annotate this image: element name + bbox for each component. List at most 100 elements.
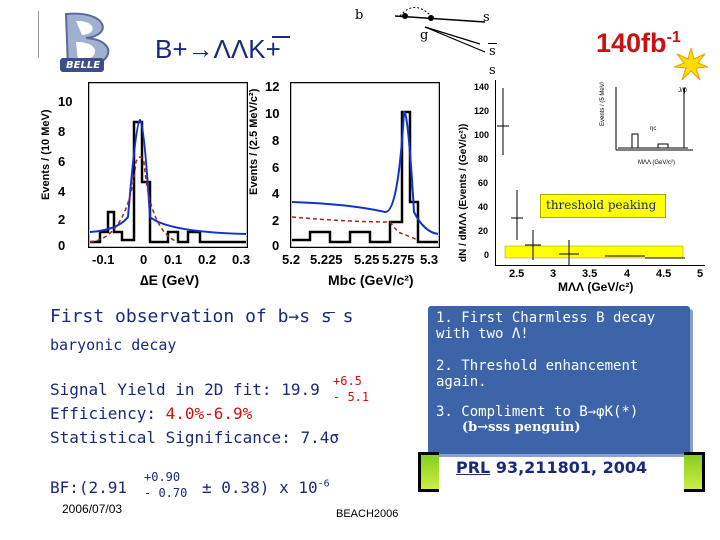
de-ytick: 2 [58, 212, 66, 227]
k-bar [272, 36, 290, 38]
mass-ytick: 120 [474, 106, 490, 116]
de-xtick: -0.1 [92, 252, 115, 267]
quark-s-mid: s [489, 44, 496, 59]
de-xtick: 0.2 [198, 252, 217, 267]
bf-suffix: ± 0.38) x 10-6 [202, 478, 330, 497]
mass-inset: Events / (5 MeV/c²) J/ψ ηc MΛΛ (GeV/c²) [598, 75, 698, 168]
svg-text:J/ψ: J/ψ [678, 88, 687, 94]
feynman-diagram [345, 2, 495, 77]
mbc-xlabel: Mbc (GeV/c²) [328, 272, 414, 288]
yield-down-error: - 5.1 [333, 390, 370, 404]
reference: PRL 93,211801, 2004 [456, 458, 647, 477]
threshold-annotation-box: threshold peaking [540, 194, 666, 218]
de-ylabel: Events / (10 MeV) [40, 109, 52, 200]
mbc-plot-frame [289, 81, 441, 249]
threshold-annotation: threshold peaking [546, 198, 657, 212]
bf-value: ± 0.38) x 10 [202, 478, 318, 497]
mass-ytick: 20 [478, 226, 489, 236]
mbc-xtick: 5.225 [310, 252, 343, 267]
de-xlabel: ∆E (GeV) [140, 272, 200, 288]
significance: Statistical Significance: 7.4σ [50, 428, 339, 447]
quark-b: b [355, 8, 364, 23]
de-ytick: 6 [58, 154, 66, 169]
mass-xtick: 5 [697, 268, 704, 280]
de-xtick: 0.3 [232, 252, 251, 267]
mbc-ylabel: Events / (2.5 MeV/c²) [248, 88, 260, 195]
sbar-1 [327, 312, 335, 313]
bf-exponent: -6 [317, 478, 330, 490]
mass-ytick: 60 [478, 178, 489, 188]
highlight-number: 1. [436, 310, 453, 326]
bracket-right [684, 452, 705, 492]
mbc-ytick: 4 [272, 186, 280, 201]
mbc-xtick: 5.275 [382, 252, 415, 267]
de-ytick: 0 [58, 238, 66, 253]
efficiency-value: 4.0%-6.9% [165, 404, 253, 423]
lumi-exponent: -1 [666, 29, 681, 46]
quark-s-top: s [483, 10, 490, 25]
mass-xtick: 4.5 [656, 268, 672, 280]
quark-s-low: s [489, 63, 496, 78]
lumi-value: 140fb [596, 28, 667, 58]
yield-up-error: +6.5 [333, 374, 362, 388]
bf-up-error: +0.90 [144, 470, 181, 484]
highlight-item: 1. First Charmless B decay with two Λ! [436, 310, 686, 342]
highlight-text: Threshold enhancement again. [436, 358, 639, 390]
de-xtick: 0 [140, 252, 148, 267]
de-plot-frame [87, 81, 249, 249]
baryonic-decay: baryonic decay [50, 336, 177, 354]
bf-down-error: - 0.70 [144, 486, 188, 500]
mass-xtick: 3.5 [582, 268, 598, 280]
de-ytick: 10 [58, 94, 73, 109]
svg-text:MΛΛ (GeV/c²): MΛΛ (GeV/c²) [638, 160, 675, 166]
bf-prefix: BF:(2.91 [50, 478, 128, 497]
highlight-text: First Charmless B decay with two Λ! [436, 310, 656, 342]
highlight-subtext: (b→sss penguin) [462, 420, 581, 435]
highlight-text: Compliment to B→φK(*) [461, 404, 639, 420]
mass-ylabel: dN / dMΛΛ (Events / (GeV/c²)) [458, 123, 469, 262]
mass-ytick: 80 [478, 154, 489, 164]
luminosity: 140fb-1 [596, 28, 681, 59]
mass-xtick: 3 [550, 268, 557, 280]
mbc-xtick: 5.2 [282, 252, 301, 267]
highlight-item: 2. Threshold enhancement again. [436, 358, 686, 390]
svg-text:ηc: ηc [650, 126, 656, 132]
mass-ytick: 0 [484, 250, 490, 260]
reference-link[interactable]: PRL [456, 458, 491, 477]
footer-date: 2006/07/03 [62, 502, 123, 516]
de-xtick: 0.1 [164, 252, 183, 267]
mass-ytick: 100 [474, 130, 490, 140]
highlight-number: 3. [436, 404, 453, 420]
efficiency-label: Efficiency: [50, 404, 156, 423]
mass-plot-frame [495, 80, 705, 266]
signal-yield: Signal Yield in 2D fit: 19.9 [50, 380, 320, 399]
s-bar [488, 43, 497, 44]
mbc-ytick: 0 [272, 238, 280, 253]
footer-conference: BEACH2006 [336, 508, 399, 520]
mbc-xtick: 5.25 [354, 252, 380, 267]
mass-ytick: 140 [474, 82, 490, 92]
first-observation: First observation of b→s s s [50, 306, 354, 327]
mbc-ytick: 12 [265, 79, 280, 94]
mass-xtick: 2.5 [509, 268, 525, 280]
gluon-g: g [420, 28, 429, 43]
mbc-ytick: 8 [272, 133, 280, 148]
bracket-left [418, 452, 439, 492]
page-title: B+→ΛΛK+ [155, 34, 281, 64]
mbc-ytick: 10 [265, 106, 280, 121]
mbc-ytick: 6 [272, 160, 280, 175]
belle-logo: BELLE [37, 8, 138, 78]
starburst-icon [673, 46, 709, 82]
mass-ytick: 40 [478, 202, 489, 212]
de-ytick: 4 [58, 184, 66, 199]
mass-xtick: 4 [624, 268, 631, 280]
mbc-ytick: 2 [272, 213, 280, 228]
highlights-box: 1. First Charmless B decay with two Λ! 2… [428, 306, 690, 454]
reference-citation: 93,211801, 2004 [495, 458, 648, 477]
logo-text: BELLE [66, 60, 101, 71]
mass-xlabel: MΛΛ (GeV/c²) [558, 280, 634, 294]
efficiency: Efficiency: 4.0%-6.9% [50, 404, 252, 423]
de-ytick: 8 [58, 124, 66, 139]
highlight-number: 2. [436, 358, 453, 374]
mbc-xtick: 5.3 [420, 252, 439, 267]
